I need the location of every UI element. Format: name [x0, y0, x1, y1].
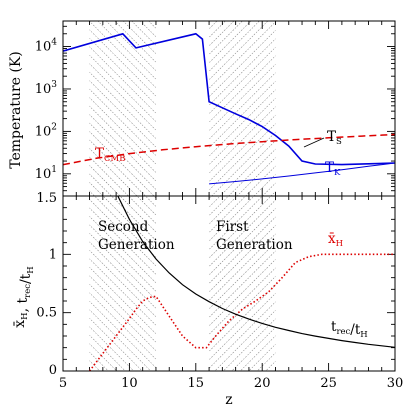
series-label-t-cmb: TCMB	[95, 146, 125, 164]
y-tick-label: 1.5	[36, 191, 57, 206]
top-axis-ticks	[62, 20, 396, 197]
series-line-t-rec-t-h	[117, 196, 395, 348]
second-generation-line1: Second	[98, 219, 149, 235]
series-line-t-k	[209, 162, 395, 185]
bottom-y-axis-label: x̄H, trec/tH	[12, 266, 36, 327]
series-label-t-rec-over-t-h: trec/tH	[331, 319, 368, 340]
x-axis-label: z	[225, 392, 232, 408]
y-tick-label: 104	[35, 38, 58, 55]
series-label-t-s: TS	[327, 129, 342, 147]
y-tick-label: 101	[35, 165, 57, 182]
x-tick-label: 15	[188, 376, 205, 391]
x-tick-label: 30	[387, 376, 404, 391]
series-label-x-h: x̄H	[328, 231, 343, 249]
x-tick-label: 20	[254, 376, 271, 391]
shaded-band	[89, 21, 156, 196]
top-y-tick-labels: 101 102 103 104	[35, 38, 58, 182]
x-tick-labels: 5 10 15 20 25 30	[59, 376, 403, 391]
y-tick-label: 0	[49, 363, 57, 378]
series-line-t-cmb	[63, 133, 395, 166]
bottom-series-group	[88, 196, 395, 371]
bottom-axis-ticks	[62, 195, 396, 372]
bottom-panel-frame	[62, 195, 396, 372]
bottom-y-tick-labels: 0 0.5 1 1.5	[36, 191, 57, 378]
x-tick-label: 10	[121, 376, 138, 391]
series-label-t-k: TK	[325, 160, 341, 178]
shaded-band	[209, 21, 276, 196]
y-tick-label: 103	[35, 80, 58, 97]
series-line-t-s	[63, 32, 395, 166]
bottom-shaded-bands	[89, 196, 276, 371]
y-tick-label: 0.5	[36, 306, 57, 321]
top-shaded-bands	[89, 21, 276, 196]
shaded-band	[209, 196, 276, 371]
series-line-x-h	[88, 253, 395, 371]
first-generation-line2: Generation	[216, 237, 293, 253]
x-tick-label: 5	[59, 376, 67, 391]
shaded-band	[89, 196, 156, 371]
first-generation-line1: First	[216, 219, 249, 235]
top-y-axis-label: Temperature (K)	[8, 51, 24, 169]
y-tick-label: 1	[49, 247, 57, 262]
y-tick-label: 102	[35, 122, 57, 139]
top-series-group	[63, 32, 395, 185]
t-s-leader-line	[303, 137, 325, 148]
x-tick-label: 25	[320, 376, 337, 391]
second-generation-line2: Generation	[98, 237, 175, 253]
